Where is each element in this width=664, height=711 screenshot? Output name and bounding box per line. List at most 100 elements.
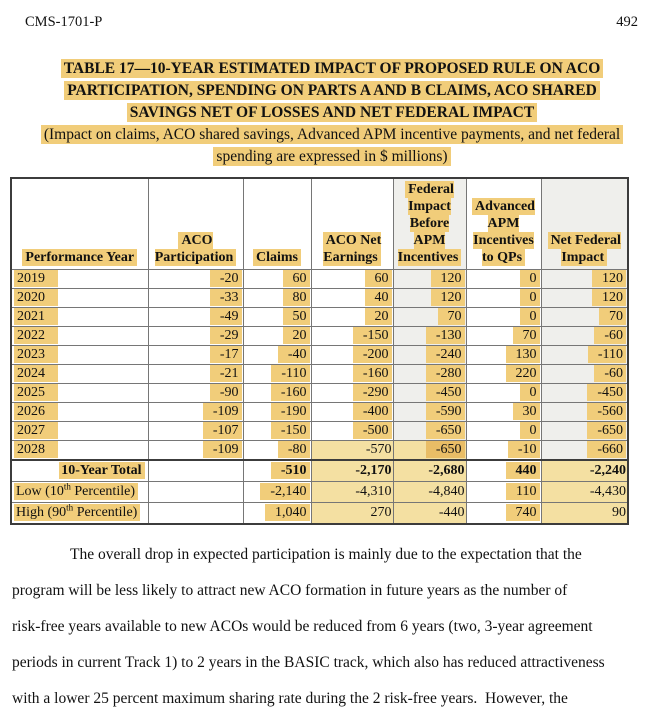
table-cell [147, 458, 244, 482]
table-cell: 20 [310, 307, 394, 327]
table-cell: -40 [242, 345, 312, 365]
paragraph-line: periods in current Track 1) to 2 years i… [12, 654, 605, 671]
row-label: 2025 [10, 383, 149, 403]
table-cell: -2,170 [310, 458, 394, 482]
document-id: CMS-1701-P [25, 14, 103, 30]
row-label: 2020 [10, 288, 149, 308]
table-cell: 0 [465, 421, 542, 441]
subtitle-highlight: (Impact on claims, ACO shared savings, A… [40, 125, 624, 144]
table-cell: -190 [242, 402, 312, 422]
table-cell: -590 [392, 402, 467, 422]
table-cell: -560 [540, 402, 629, 422]
table-cell: -290 [310, 383, 394, 403]
table-cell: 90 [540, 502, 629, 525]
table-title-line: PARTICIPATION, SPENDING ON PARTS A AND B… [0, 80, 664, 102]
table-cell: -110 [540, 345, 629, 365]
table-cell: -21 [147, 364, 244, 384]
table-cell: -160 [310, 364, 394, 384]
table-cell: -400 [310, 402, 394, 422]
table-row-2021: 2021 -49 50 20 70 0 70 [10, 307, 629, 327]
table-row-2022: 2022 -29 20 -150 -130 70 -60 [10, 326, 629, 346]
table-cell: -4,310 [310, 480, 394, 503]
header-row: Performance Year ACO Participation Claim… [10, 177, 629, 270]
table-cell: 130 [465, 345, 542, 365]
row-label: 2021 [10, 307, 149, 327]
table-cell: 740 [465, 502, 542, 525]
superscript: th [63, 481, 71, 492]
table-row-2025: 2025 -90 -160 -290 -450 0 -450 [10, 383, 629, 403]
subtitle-highlight: spending are expressed in $ millions) [213, 147, 451, 166]
table-cell: -110 [242, 364, 312, 384]
table-cell: -150 [310, 326, 394, 346]
table-cell: -500 [310, 421, 394, 441]
row-label: 2027 [10, 421, 149, 441]
row-label: 2022 [10, 326, 149, 346]
table-cell: -650 [392, 421, 467, 441]
table-row-2027: 2027 -107 -150 -500 -650 0 -650 [10, 421, 629, 441]
table-cell: -160 [242, 383, 312, 403]
column-header-aco-net-earnings: ACO Net Earnings [310, 177, 394, 270]
table-cell: -200 [310, 345, 394, 365]
row-label: Low (10th Percentile) [10, 480, 149, 503]
table-cell: -10 [465, 440, 542, 460]
table-cell: -4,430 [540, 480, 629, 503]
column-header-federal-impact-before-apm: Federal Impact Before APM Incentives [392, 177, 467, 270]
table-cell: -17 [147, 345, 244, 365]
table-cell: 30 [465, 402, 542, 422]
column-header-label: ACO Participation [154, 232, 237, 266]
column-header-net-federal-impact: Net Federal Impact [540, 177, 629, 270]
table-cell: 110 [465, 480, 542, 503]
table-cell: -109 [147, 440, 244, 460]
table-cell: -107 [147, 421, 244, 441]
row-label: 10-Year Total [10, 458, 149, 482]
table-row-high-percentile: High (90th Percentile) 1,040 270 -440 74… [10, 502, 629, 525]
table-title-line: SAVINGS NET OF LOSSES AND NET FEDERAL IM… [0, 102, 664, 124]
table-cell: -109 [147, 402, 244, 422]
table-cell: -440 [392, 502, 467, 525]
table-title-block: TABLE 17—10-YEAR ESTIMATED IMPACT OF PRO… [0, 58, 664, 168]
table-cell: 270 [310, 502, 394, 525]
table-cell: 40 [310, 288, 394, 308]
table-row-2019: 2019 -20 60 60 120 0 120 [10, 269, 629, 289]
table-cell: 20 [242, 326, 312, 346]
row-label: High (90th Percentile) [10, 502, 149, 525]
body-paragraph: The overall drop in expected participati… [12, 537, 652, 711]
table-cell: -4,840 [392, 480, 467, 503]
table-cell: -570 [310, 440, 394, 460]
column-header-advanced-apm-incentives: Advanced APM Incentives to QPs [465, 177, 542, 270]
table-cell: 80 [242, 288, 312, 308]
table-cell: -450 [392, 383, 467, 403]
table-cell: 60 [310, 269, 394, 289]
table-cell: -33 [147, 288, 244, 308]
table-cell: 120 [392, 269, 467, 289]
table-subtitle-line: spending are expressed in $ millions) [0, 146, 664, 168]
column-header-claims: Claims [242, 177, 312, 270]
table-cell: 220 [465, 364, 542, 384]
table-row-2020: 2020 -33 80 40 120 0 120 [10, 288, 629, 308]
table-cell: -2,140 [242, 480, 312, 503]
table-row-2024: 2024 -21 -110 -160 -280 220 -60 [10, 364, 629, 384]
table-cell: 120 [540, 269, 629, 289]
table-cell: 0 [465, 269, 542, 289]
table-subtitle-line: (Impact on claims, ACO shared savings, A… [0, 124, 664, 146]
row-label: 2024 [10, 364, 149, 384]
column-header-performance-year: Performance Year [10, 177, 149, 270]
table-title-line: TABLE 17—10-YEAR ESTIMATED IMPACT OF PRO… [0, 58, 664, 80]
table-cell: 70 [540, 307, 629, 327]
table-cell: -150 [242, 421, 312, 441]
paragraph-line: with a lower 25 percent maximum sharing … [12, 690, 568, 707]
row-label: 2028 [10, 440, 149, 460]
column-header-label: ACO Net Earnings [322, 232, 382, 266]
table-cell: 70 [465, 326, 542, 346]
table-cell: 70 [392, 307, 467, 327]
row-label: 2019 [10, 269, 149, 289]
table-cell: 0 [465, 383, 542, 403]
table-cell: -2,680 [392, 458, 467, 482]
table-cell: -280 [392, 364, 467, 384]
column-header-label: Federal Impact Before APM Incentives [397, 181, 462, 266]
column-header-label: Claims [253, 249, 301, 266]
paragraph-line: program will be less likely to attract n… [12, 582, 568, 599]
table-cell: -450 [540, 383, 629, 403]
table-cell: 0 [465, 307, 542, 327]
table-cell: -510 [242, 458, 312, 482]
